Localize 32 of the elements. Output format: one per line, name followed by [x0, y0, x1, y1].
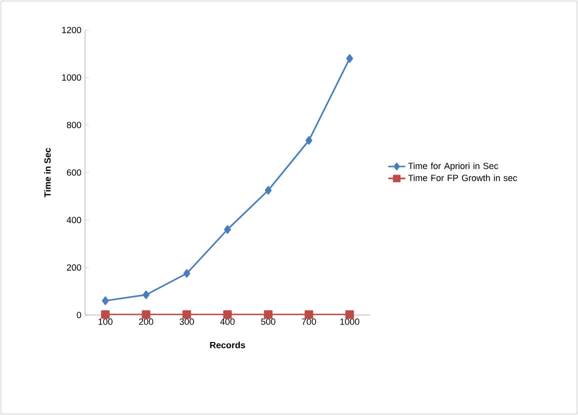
legend-label: Time for Apriori in Sec [408, 162, 498, 171]
point [346, 54, 354, 63]
point [306, 136, 312, 145]
x-tick-label: 700 [302, 318, 316, 325]
y-tick-label: 0 [76, 312, 82, 318]
y-tick-label: 1200 [62, 26, 82, 34]
y-axis-title: Time in Sec [44, 148, 51, 198]
y-tick-label: 400 [66, 216, 82, 224]
point [223, 310, 232, 319]
point [224, 225, 231, 234]
point [264, 186, 272, 195]
point [264, 310, 272, 319]
x-axis-title: Records [210, 342, 246, 348]
x-tick-label: 400 [220, 318, 235, 325]
x-tick-label: 500 [261, 318, 276, 325]
point [102, 296, 109, 306]
point [182, 310, 192, 319]
legend-label: Time For FP Growth in sec [408, 174, 518, 182]
y-tick-label: 1000 [62, 74, 82, 81]
point [345, 310, 354, 319]
x-tick-label: 100 [98, 318, 112, 325]
point [142, 290, 150, 300]
x-tick-label: 200 [139, 318, 154, 325]
y-tick-label: 800 [66, 122, 82, 128]
point [142, 310, 150, 319]
y-tick-label: 600 [66, 169, 82, 176]
point [101, 310, 110, 319]
x-tick-label: 300 [180, 318, 194, 325]
point [183, 269, 190, 278]
point [304, 310, 314, 319]
x-tick-label: 1000 [340, 318, 360, 325]
y-tick-label: 200 [66, 264, 82, 271]
